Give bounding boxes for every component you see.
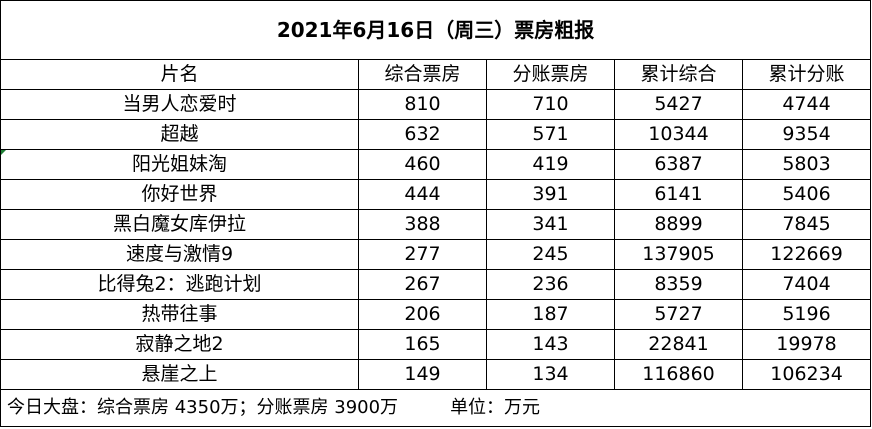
table-row: 悬崖之上 149 134 116860 106234: [0, 359, 872, 390]
cumulative-split-cell: 5406: [741, 179, 872, 210]
header-cumulative-gross: 累计综合: [614, 59, 743, 90]
cumulative-gross-cell: 6387: [614, 149, 743, 180]
split-gross-cell: 143: [486, 329, 615, 360]
film-name-cell: 悬崖之上: [0, 359, 359, 390]
report-title: 2021年6月16日（周三）票房粗报: [0, 0, 872, 60]
cumulative-split-cell: 7404: [741, 269, 872, 300]
cumulative-split-cell: 7845: [741, 209, 872, 240]
gross-cell: 632: [358, 119, 487, 150]
footer-cell: 今日大盘：综合票房 4350万；分账票房 3900万 单位：万元: [0, 389, 872, 427]
table-row: 比得兔2：逃跑计划 267 236 8359 7404: [0, 269, 872, 300]
gross-cell: 444: [358, 179, 487, 210]
film-name-cell: 超越: [0, 119, 359, 150]
film-name-cell: 阳光姐妹淘: [0, 149, 359, 180]
film-name-cell: 你好世界: [0, 179, 359, 210]
split-gross-cell: 245: [486, 239, 615, 270]
gross-cell: 267: [358, 269, 487, 300]
header-row: 片名 综合票房 分账票房 累计综合 累计分账: [0, 59, 872, 90]
cumulative-gross-cell: 137905: [614, 239, 743, 270]
table-row: 当男人恋爱时 810 710 5427 4744: [0, 89, 872, 120]
table-row: 超越 632 571 10344 9354: [0, 119, 872, 150]
gross-cell: 149: [358, 359, 487, 390]
header-split-gross: 分账票房: [486, 59, 615, 90]
cumulative-split-cell: 122669: [741, 239, 872, 270]
cumulative-split-cell: 5196: [741, 299, 872, 330]
split-gross-cell: 187: [486, 299, 615, 330]
gross-cell: 810: [358, 89, 487, 120]
gross-cell: 277: [358, 239, 487, 270]
split-gross-cell: 236: [486, 269, 615, 300]
footer-row: 今日大盘：综合票房 4350万；分账票房 3900万 单位：万元: [0, 389, 872, 427]
split-gross-cell: 710: [486, 89, 615, 120]
cumulative-gross-cell: 8359: [614, 269, 743, 300]
unit-note: 单位：万元: [450, 397, 541, 418]
film-name-cell: 热带往事: [0, 299, 359, 330]
table-row: 阳光姐妹淘 460 419 6387 5803: [0, 149, 872, 180]
market-totals: 今日大盘：综合票房 4350万；分账票房 3900万: [7, 397, 399, 418]
cumulative-gross-cell: 5427: [614, 89, 743, 120]
cumulative-gross-cell: 6141: [614, 179, 743, 210]
table-row: 热带往事 206 187 5727 5196: [0, 299, 872, 330]
film-name-cell: 比得兔2：逃跑计划: [0, 269, 359, 300]
film-name-cell: 速度与激情9: [0, 239, 359, 270]
gross-cell: 460: [358, 149, 487, 180]
film-name-cell: 寂静之地2: [0, 329, 359, 360]
header-cumulative-split: 累计分账: [741, 59, 872, 90]
cumulative-gross-cell: 8899: [614, 209, 743, 240]
cumulative-gross-cell: 10344: [614, 119, 743, 150]
cumulative-split-cell: 5803: [741, 149, 872, 180]
header-film-name: 片名: [0, 59, 359, 90]
cumulative-split-cell: 19978: [741, 329, 872, 360]
cumulative-split-cell: 9354: [741, 119, 872, 150]
split-gross-cell: 571: [486, 119, 615, 150]
split-gross-cell: 419: [486, 149, 615, 180]
split-gross-cell: 391: [486, 179, 615, 210]
table-row: 黑白魔女库伊拉 388 341 8899 7845: [0, 209, 872, 240]
cumulative-gross-cell: 22841: [614, 329, 743, 360]
cumulative-gross-cell: 116860: [614, 359, 743, 390]
split-gross-cell: 134: [486, 359, 615, 390]
table-row: 你好世界 444 391 6141 5406: [0, 179, 872, 210]
gross-cell: 206: [358, 299, 487, 330]
cumulative-gross-cell: 5727: [614, 299, 743, 330]
gross-cell: 388: [358, 209, 487, 240]
split-gross-cell: 341: [486, 209, 615, 240]
table-row: 寂静之地2 165 143 22841 19978: [0, 329, 872, 360]
title-row: 2021年6月16日（周三）票房粗报: [0, 0, 872, 60]
cumulative-split-cell: 106234: [741, 359, 872, 390]
film-name-cell: 当男人恋爱时: [0, 89, 359, 120]
header-gross: 综合票房: [358, 59, 487, 90]
film-name-cell: 黑白魔女库伊拉: [0, 209, 359, 240]
gross-cell: 165: [358, 329, 487, 360]
cumulative-split-cell: 4744: [741, 89, 872, 120]
table-row: 速度与激情9 277 245 137905 122669: [0, 239, 872, 270]
